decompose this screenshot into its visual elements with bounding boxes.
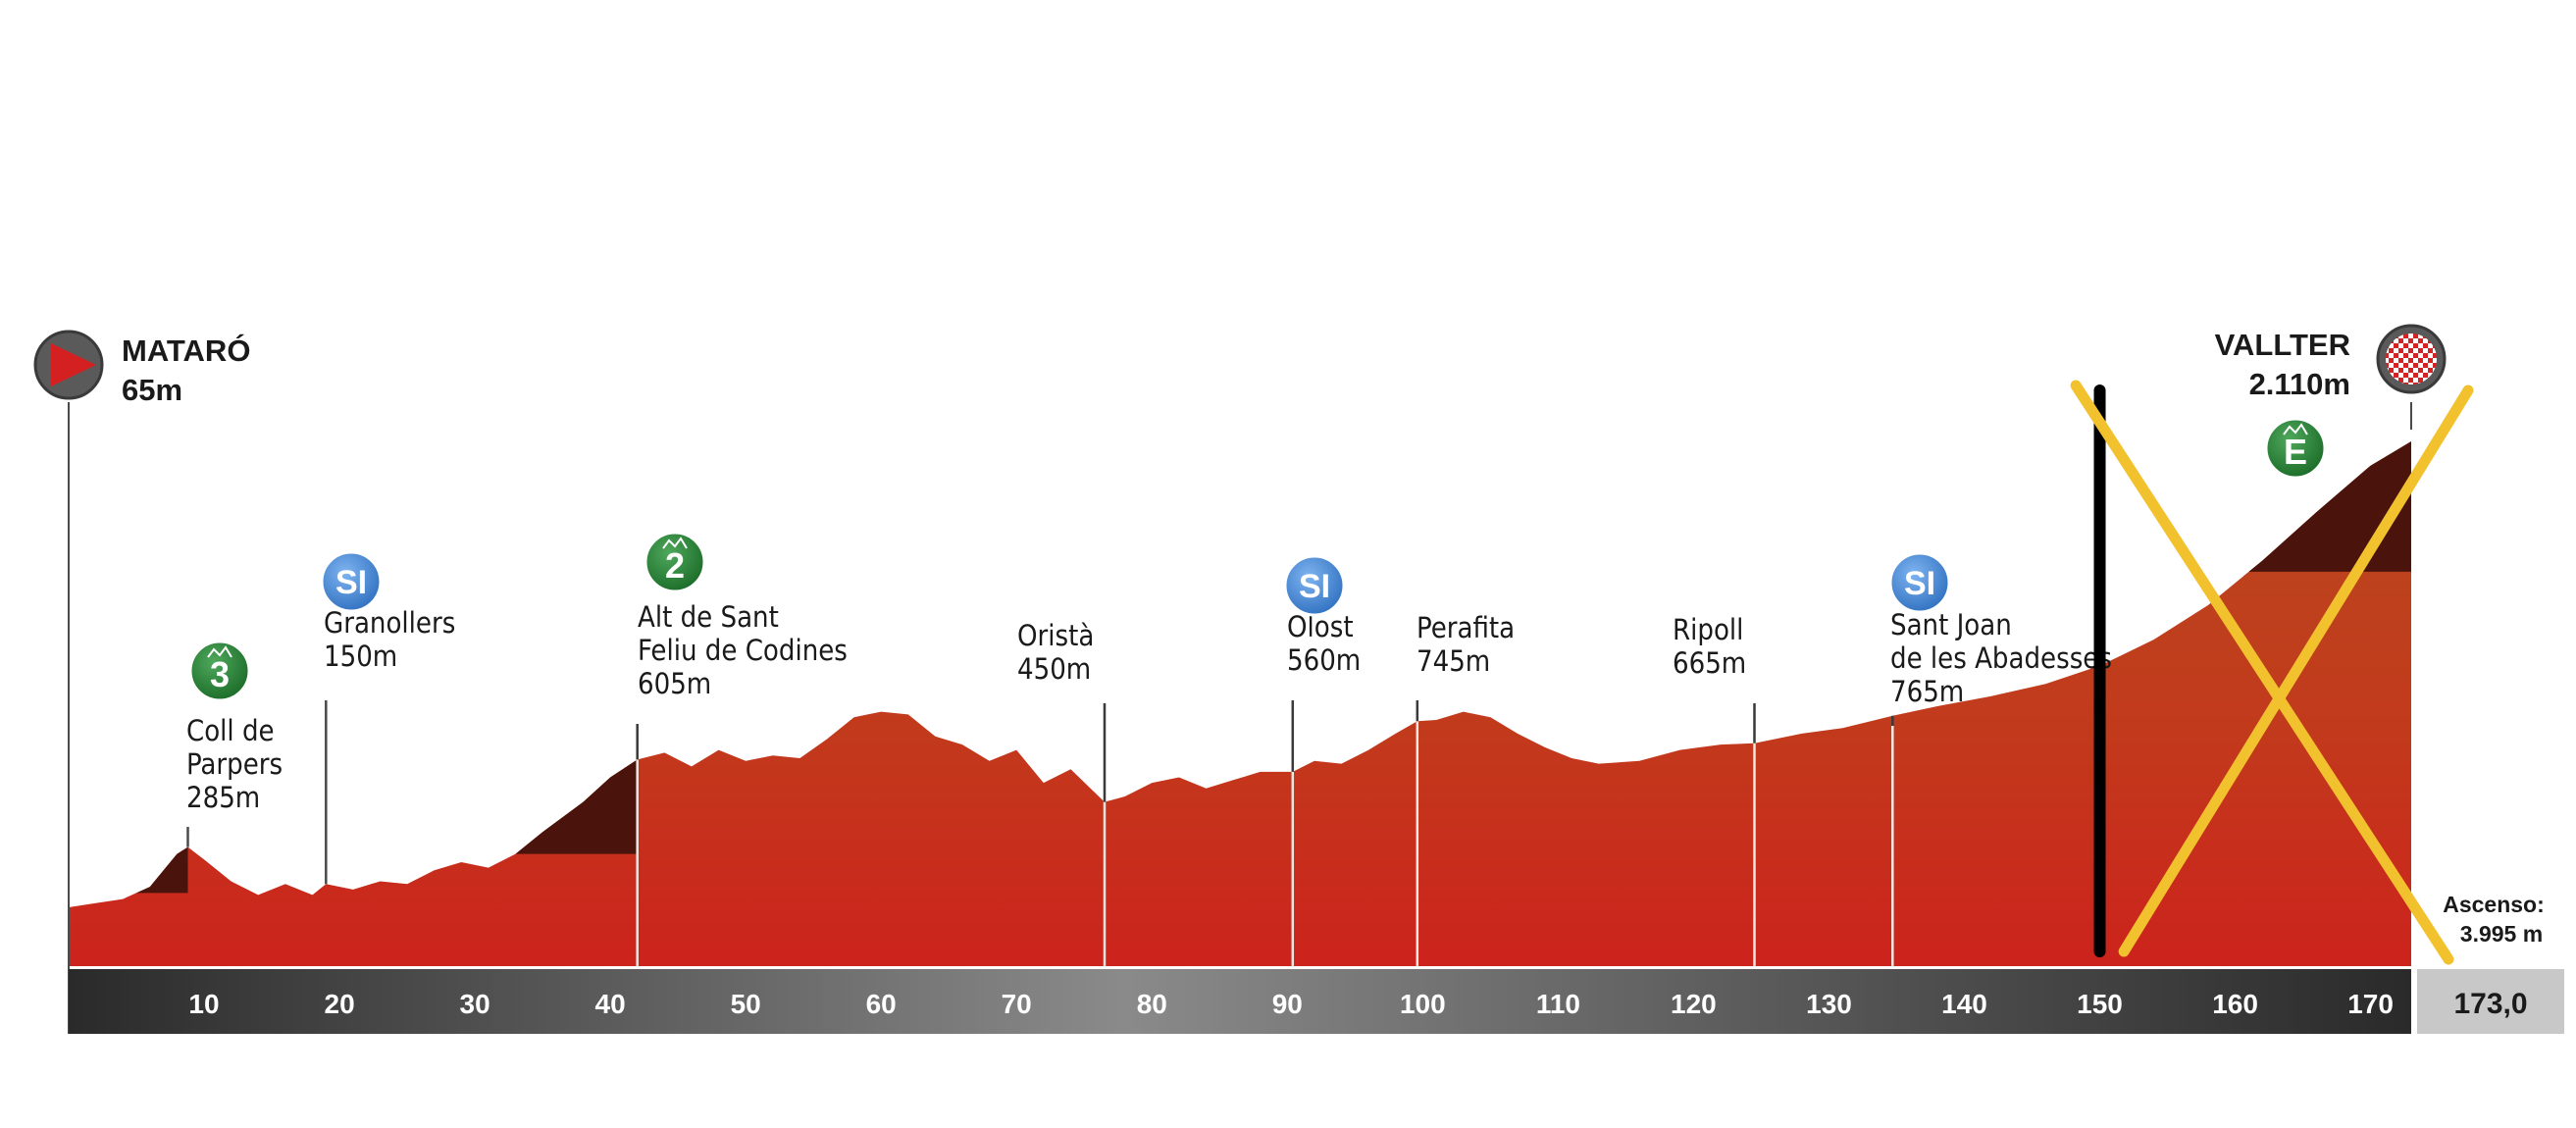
point-label: Coll de — [186, 714, 275, 747]
x-tick-label: 40 — [595, 989, 626, 1019]
start-arrow-icon — [51, 343, 96, 386]
distance-axis: 10 20 30 40 50 60 70 80 90 100 110 120 130 140 150 160 1… — [69, 969, 2411, 1034]
point-label: 765m — [1890, 675, 1964, 708]
location-markers — [68, 402, 2412, 1034]
badge-text: SI — [1904, 565, 1935, 602]
start-marker: MATARÓ 65m — [33, 330, 250, 407]
total-distance-box: 173,0 — [2417, 969, 2564, 1034]
x-tick-label: 120 — [1671, 989, 1717, 1019]
ascent-value: 3.995 m — [2460, 921, 2543, 947]
finish-altitude: 2.110m — [2249, 367, 2350, 401]
sprint-badge-icon: SI — [1283, 554, 1346, 617]
x-tick-label: 100 — [1400, 989, 1446, 1019]
point-label: Sant Joan — [1890, 608, 2012, 641]
overlay-annotations — [2070, 380, 2474, 965]
elevation-profile — [69, 441, 2411, 966]
x-tick-label: 170 — [2347, 989, 2394, 1019]
point-label: Ripoll — [1673, 613, 1743, 646]
start-name: MATARÓ — [122, 333, 250, 368]
badge-text: 3 — [210, 654, 230, 694]
badge-text: E — [2284, 432, 2307, 472]
sprint-badge-icon: SI — [1888, 551, 1951, 614]
x-tick-label: 20 — [325, 989, 355, 1019]
finish-marker: VALLTER 2.110m — [2215, 324, 2447, 401]
point-label: de les Abadesses — [1890, 641, 2112, 675]
profile-area — [69, 441, 2411, 966]
badge-text: SI — [1299, 568, 1330, 605]
x-tick-label: 30 — [460, 989, 490, 1019]
point-label: 745m — [1417, 644, 1490, 678]
point-label: 450m — [1017, 652, 1091, 686]
x-tick-label: 50 — [731, 989, 761, 1019]
point-label: 560m — [1287, 643, 1361, 677]
start-altitude: 65m — [122, 373, 182, 407]
x-tick-label: 80 — [1137, 989, 1167, 1019]
x-tick-label: 60 — [866, 989, 897, 1019]
axis-strip — [69, 969, 2411, 1034]
finish-name: VALLTER — [2215, 328, 2350, 362]
cross-stroke-2 — [2118, 385, 2474, 957]
mountain-badge-icon: 3 — [188, 640, 251, 702]
checkered-icon — [2386, 333, 2437, 385]
x-tick-label: 130 — [1806, 989, 1852, 1019]
mountain-badge-icon: 2 — [644, 531, 706, 593]
finish-category-badge-icon: E — [2264, 417, 2327, 480]
point-label: Feliu de Codines — [638, 634, 848, 667]
x-tick-label: 70 — [1002, 989, 1032, 1019]
point-label: Perafita — [1417, 611, 1515, 644]
climb-wedge-2 — [515, 759, 638, 854]
x-tick-label: 160 — [2212, 989, 2258, 1019]
point-label: 605m — [638, 667, 711, 700]
x-tick-label: 90 — [1272, 989, 1303, 1019]
point-label: Oristà — [1017, 619, 1094, 652]
badge-text: 2 — [665, 545, 685, 586]
badge-text: SI — [335, 564, 367, 601]
point-label: Alt de Sant — [638, 600, 779, 634]
point-label: Parpers — [186, 747, 283, 781]
sprint-badge-icon: SI — [320, 550, 383, 613]
point-label: 285m — [186, 781, 260, 814]
point-label: 665m — [1673, 646, 1746, 680]
ascent-label: Ascenso: — [2443, 892, 2545, 917]
total-distance: 173,0 — [2453, 988, 2527, 1020]
x-tick-label: 10 — [188, 989, 219, 1019]
point-label: 150m — [324, 640, 397, 673]
x-tick-label: 150 — [2077, 989, 2123, 1019]
ascent-info: Ascenso: 3.995 m — [2443, 892, 2545, 947]
cross-stroke-1 — [2070, 380, 2454, 965]
climb-wedge-1 — [136, 846, 188, 894]
x-tick-label: 110 — [1536, 989, 1580, 1019]
x-tick-label: 140 — [1941, 989, 1987, 1019]
